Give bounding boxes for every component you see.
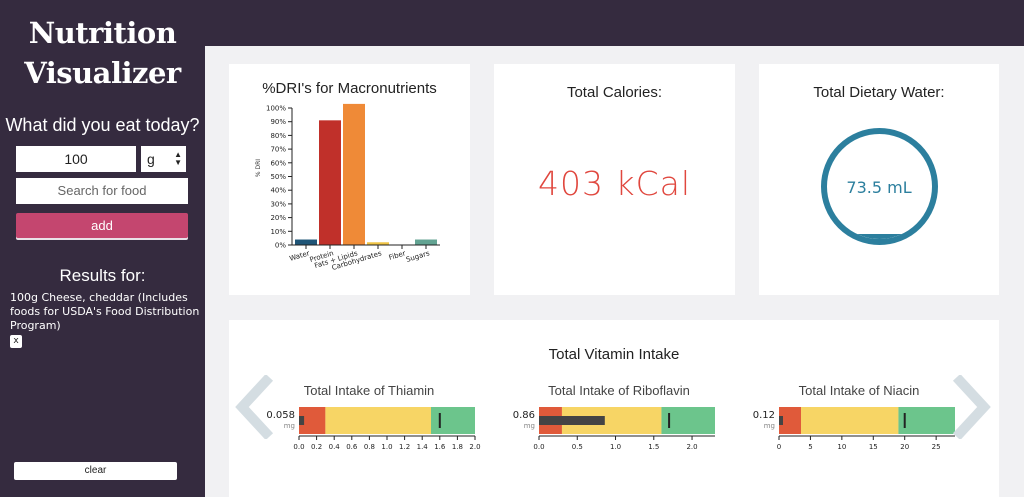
unit-select[interactable]: g ▲ ▼ [141,146,186,172]
y-tick-label: 40% [270,187,286,195]
gauge-value-bar [299,416,305,425]
thiamin-gauge-title: Total Intake of Thiamin [303,383,435,398]
app-title-line2: Visualizer [24,56,181,90]
thiamin-gauge: Total Intake of Thiamin [289,383,489,453]
macronutrient-chart: % DRI 0% 10% 20% 30% 40% 50% 60% 70% 80% 90% 100% Wa… [255,103,440,272]
riboflavin-gauge: Total Intake of Riboflavin [529,383,709,453]
food-search-input[interactable]: Search for food [16,178,188,204]
chevron-left-icon[interactable] [234,375,274,439]
gauge-tick-label: 15 [869,443,878,451]
quantity-input[interactable]: 100 [16,146,136,172]
result-item: 100g Cheese, cheddar (Includes foods for… [10,291,200,332]
x-tick-label: Sugars [405,249,431,264]
gauge-tick-label: 10 [837,443,846,451]
gauge-tick-label: 0.0 [533,443,544,451]
bar [415,239,437,245]
bar [319,120,341,245]
gauge-tick-label: 5 [808,443,812,451]
niacin-gauge: Total Intake of Niacin [769,383,949,453]
water-title: Total Dietary Water: [813,84,945,101]
gauge-tick-label: 25 [932,443,941,451]
water-gauge [821,128,938,245]
thiamin-value: 0.058 [266,410,295,421]
gauge-yellow-zone [801,407,899,434]
y-tick-label: 60% [270,159,286,167]
gauge-tick-label: 0.2 [311,443,322,451]
results-title: Results for: [59,266,146,285]
gauge-tick-label: 0.4 [329,443,341,451]
gauge-tick-label: 0 [777,443,781,451]
vitamin-gauges-graphic: 0.0 0.2 0.4 0.6 0.8 1.0 1.2 1.4 1.6 1.8 2.0 0.0 0.5 1… [293,407,955,451]
gauge-tick-label: 1.0 [381,443,392,451]
gauge-value-bar [779,416,783,425]
gauge-green-zone [898,407,955,434]
y-tick-label: 20% [270,214,286,222]
gauge-yellow-zone [325,407,431,434]
y-tick-label: 50% [270,173,286,181]
unit-value: g [147,151,155,167]
gauge-tick-label: 2.0 [686,443,697,451]
calories-value: 403 kCal [537,164,692,203]
chevron-right-icon[interactable] [952,375,992,439]
gauge-value-bar [539,416,605,425]
add-button[interactable]: add [16,213,188,238]
gauge-tick-label: 20 [900,443,909,451]
clear-button[interactable]: clear [14,462,177,480]
y-axis-label: % DRI [255,159,262,177]
y-tick-label: 70% [270,146,286,154]
calories-title: Total Calories: [566,84,663,101]
y-tick-label: 100% [266,105,286,113]
bar [343,103,365,245]
gauge-tick-label: 1.5 [648,443,659,451]
gauge-tick-label: 1.0 [610,443,621,451]
thiamin-unit: mg [283,422,295,430]
water-value: 73.5 mL [846,178,912,197]
y-tick-label: 80% [270,132,286,140]
gauge-green-zone [661,407,715,434]
gauge-tick-label: 1.8 [452,443,463,451]
app-title-line1: Nutrition [28,16,177,50]
macronutrient-chart-title: %DRI's for Macronutrients [262,80,437,97]
y-tick-label: 30% [270,200,286,208]
gauge-tick-label: 0.5 [572,443,583,451]
macronutrient-card: %DRI's for Macronutrients % DRI 0% 10% 20% 3… [229,64,470,295]
riboflavin-value: 0.86 [512,410,535,421]
select-arrows-icon: ▲ ▼ [174,150,182,167]
remove-item-button[interactable]: x [10,335,22,348]
y-tick-label: 90% [270,118,286,126]
water-card: Total Dietary Water: 73.5 mL [759,64,999,295]
gauge-tick-label: 0.6 [346,443,358,451]
bar [295,239,317,245]
gauge-tick-label: 2.0 [469,443,480,451]
x-tick-label: Water [288,249,310,263]
riboflavin-unit: mg [523,422,535,430]
gauge-tick-label: 1.6 [434,443,446,451]
calories-card: Total Calories: 403 kCal [494,64,735,295]
gauge-green-zone [431,407,475,434]
y-tick-label: 0% [275,242,286,250]
food-question: What did you eat today? [5,115,200,135]
x-tick-label: Fiber [388,249,407,262]
gauge-tick-label: 0.8 [364,443,375,451]
water-fill [827,233,932,239]
top-bar [205,0,1024,46]
gauge-tick-label: 1.2 [399,443,410,451]
y-tick-label: 10% [270,228,286,236]
gauge-red-zone [779,407,801,434]
riboflavin-gauge-title: Total Intake of Riboflavin [548,383,690,398]
vitamin-card-title: Total Vitamin Intake [548,346,680,363]
sidebar [0,0,205,497]
bar [367,242,389,245]
vitamin-card: Total Vitamin Intake Total Intake of Thi… [229,320,999,497]
niacin-gauge-title: Total Intake of Niacin [798,383,920,398]
niacin-unit: mg [763,422,775,430]
gauge-tick-label: 1.4 [417,443,429,451]
gauge-tick-label: 0.0 [293,443,304,451]
niacin-value: 0.12 [752,410,775,421]
